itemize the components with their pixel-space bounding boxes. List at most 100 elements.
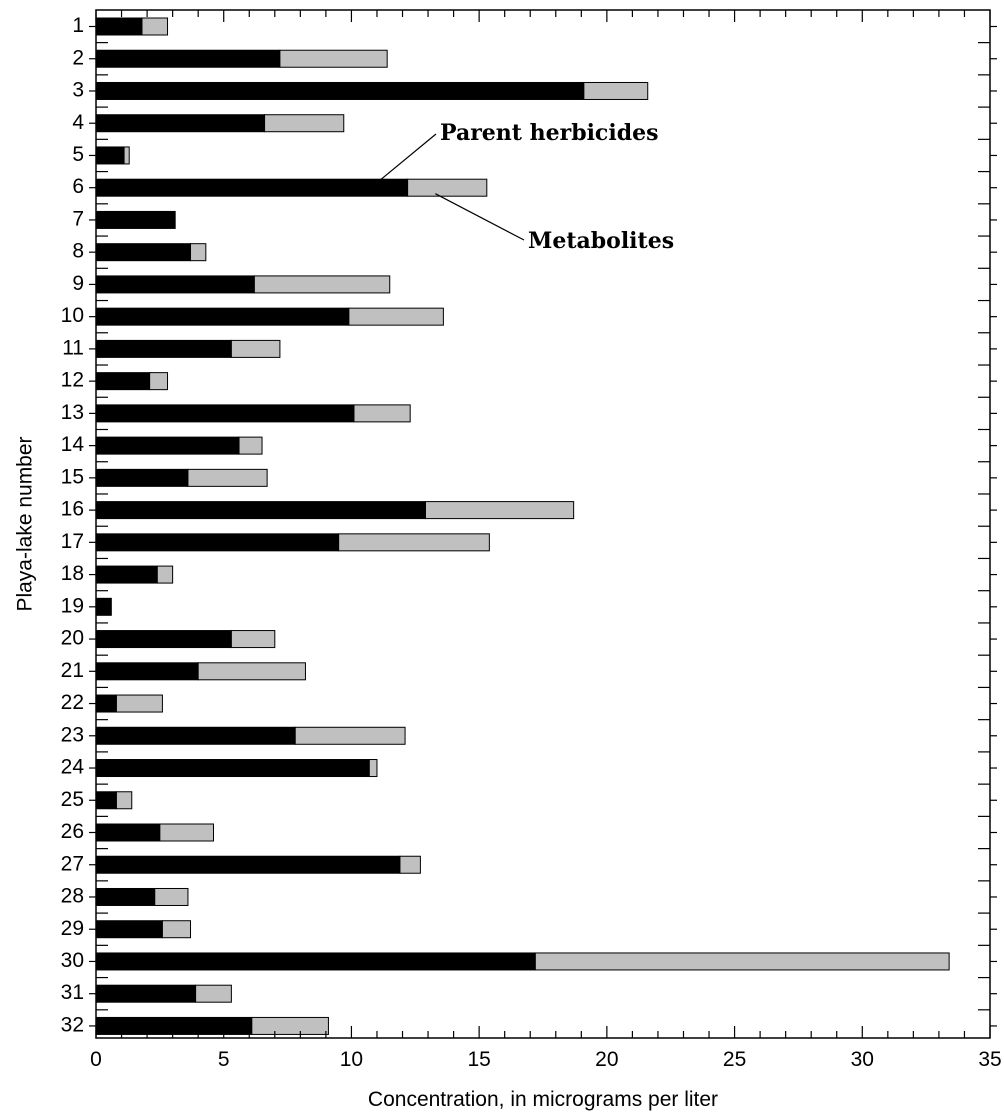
bar-metabolites xyxy=(407,178,488,197)
bar-metabolites xyxy=(251,1016,329,1035)
bar-parent-herbicides xyxy=(95,662,199,681)
x-tick-label: 0 xyxy=(90,1048,102,1071)
x-tick-label: 20 xyxy=(595,1048,618,1071)
bar-parent-herbicides xyxy=(95,501,427,520)
y-tick-label: 5 xyxy=(72,143,84,166)
y-tick-label: 30 xyxy=(61,949,84,972)
bar-metabolites xyxy=(425,501,575,520)
bar-parent-herbicides xyxy=(95,178,409,197)
y-tick-label: 29 xyxy=(61,917,84,940)
bar-parent-herbicides xyxy=(95,823,161,842)
y-tick-label: 9 xyxy=(72,272,84,295)
y-tick-label: 25 xyxy=(61,788,84,811)
bar-metabolites xyxy=(583,81,649,100)
bar-parent-herbicides xyxy=(95,920,163,939)
bar-metabolites xyxy=(368,759,378,778)
bar-parent-herbicides xyxy=(95,81,585,100)
bar-metabolites xyxy=(264,114,345,133)
x-tick-label: 10 xyxy=(340,1048,363,1071)
bar-parent-herbicides xyxy=(95,307,350,326)
bar-metabolites xyxy=(156,565,174,584)
y-tick-label: 24 xyxy=(61,756,85,779)
bar-parent-herbicides xyxy=(95,372,151,391)
bar-metabolites xyxy=(253,275,391,294)
x-axis-title: Concentration, in micrograms per liter xyxy=(368,1088,718,1111)
bar-metabolites xyxy=(161,920,192,939)
plot-frame xyxy=(95,9,991,1039)
bar-metabolites xyxy=(348,307,444,326)
bar-metabolites xyxy=(141,17,169,36)
bar-parent-herbicides xyxy=(95,791,117,810)
y-tick-label: 17 xyxy=(61,530,84,553)
bar-parent-herbicides xyxy=(95,726,296,745)
bar-parent-herbicides xyxy=(95,436,240,455)
x-tick-label: 15 xyxy=(467,1048,490,1071)
bar-parent-herbicides xyxy=(95,597,112,616)
y-tick-label: 8 xyxy=(72,240,84,263)
bar-metabolites xyxy=(238,436,263,455)
bar-parent-herbicides xyxy=(95,984,197,1003)
bar-parent-herbicides xyxy=(95,855,401,874)
bar-parent-herbicides xyxy=(95,533,340,552)
y-tick-label: 26 xyxy=(61,820,84,843)
y-tick-label: 6 xyxy=(72,175,84,198)
x-tick-label: 25 xyxy=(723,1048,746,1071)
bar-parent-herbicides xyxy=(95,694,117,713)
bar-metabolites xyxy=(197,662,306,681)
bar-parent-herbicides xyxy=(95,630,232,649)
bar-parent-herbicides xyxy=(95,887,156,906)
y-tick-label: 11 xyxy=(62,336,84,359)
bar-parent-herbicides xyxy=(95,114,266,133)
bar-parent-herbicides xyxy=(95,565,158,584)
y-tick-label: 4 xyxy=(72,111,84,134)
bar-parent-herbicides xyxy=(95,275,255,294)
bar-parent-herbicides xyxy=(95,49,281,68)
y-tick-label: 19 xyxy=(61,594,84,617)
x-tick-label: 5 xyxy=(218,1048,230,1071)
y-tick-label: 12 xyxy=(61,369,84,392)
parent-herbicides-leader-line xyxy=(376,133,437,184)
bar-parent-herbicides xyxy=(95,243,192,262)
bar-metabolites xyxy=(230,630,276,649)
bar-parent-herbicides xyxy=(95,17,143,36)
x-tick-label: 30 xyxy=(851,1048,874,1071)
y-tick-label: 15 xyxy=(61,465,84,488)
y-tick-label: 10 xyxy=(61,304,84,327)
metabolites-leader-line xyxy=(435,193,525,241)
y-tick-label: 18 xyxy=(61,562,84,585)
y-tick-label: 20 xyxy=(61,627,84,650)
bar-parent-herbicides xyxy=(95,210,176,229)
metabolites-label: Metabolites xyxy=(528,228,674,254)
y-tick-label: 7 xyxy=(72,207,84,230)
y-tick-label: 22 xyxy=(61,691,84,714)
bar-metabolites xyxy=(353,404,411,423)
y-tick-label: 31 xyxy=(61,981,84,1004)
bar-parent-herbicides xyxy=(95,468,189,487)
x-tick-label: 35 xyxy=(978,1048,1001,1071)
y-tick-label: 2 xyxy=(72,46,84,69)
bar-parent-herbicides xyxy=(95,759,370,778)
bar-metabolites xyxy=(123,146,130,165)
bar-parent-herbicides xyxy=(95,339,232,358)
bar-parent-herbicides xyxy=(95,1016,253,1035)
y-tick-label: 13 xyxy=(61,401,84,424)
y-tick-label: 3 xyxy=(72,79,84,102)
y-tick-label: 27 xyxy=(61,852,84,875)
y-axis-title: Playa-lake number xyxy=(14,436,37,611)
bar-metabolites xyxy=(159,823,214,842)
y-tick-label: 16 xyxy=(61,498,84,521)
y-tick-label: 23 xyxy=(61,723,84,746)
y-tick-label: 1 xyxy=(72,14,84,37)
bar-parent-herbicides xyxy=(95,146,125,165)
y-tick-label: 32 xyxy=(61,1013,84,1036)
y-tick-label: 14 xyxy=(61,433,85,456)
bar-metabolites xyxy=(149,372,169,391)
bar-metabolites xyxy=(190,243,207,262)
bar-metabolites xyxy=(279,49,388,68)
bar-metabolites xyxy=(195,984,232,1003)
bar-metabolites xyxy=(399,855,421,874)
bar-metabolites xyxy=(230,339,281,358)
bar-parent-herbicides xyxy=(95,952,536,971)
parent-herbicides-label: Parent herbicides xyxy=(440,120,658,146)
